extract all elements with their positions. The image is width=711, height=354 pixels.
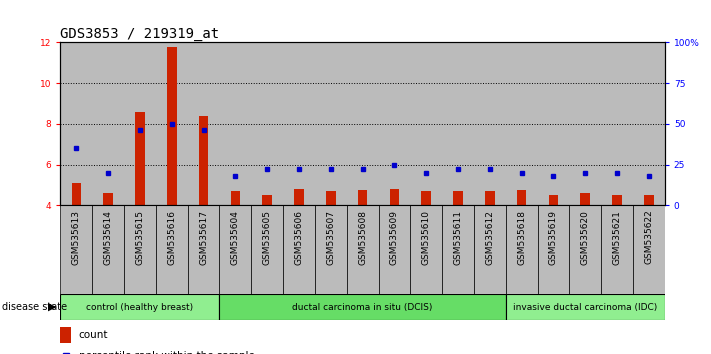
Bar [358, 190, 368, 205]
Bar [188, 42, 220, 205]
Bar [644, 195, 653, 205]
Text: control (healthy breast): control (healthy breast) [87, 303, 193, 312]
Bar [167, 47, 176, 205]
Bar [60, 42, 92, 205]
Bar [199, 116, 208, 205]
Text: GSM535604: GSM535604 [231, 210, 240, 265]
Bar [474, 205, 506, 294]
Text: GSM535612: GSM535612 [486, 210, 494, 265]
Bar [580, 193, 590, 205]
Bar [378, 42, 410, 205]
Bar [442, 42, 474, 205]
Text: disease state: disease state [2, 302, 68, 312]
Text: GSM535616: GSM535616 [167, 210, 176, 265]
Bar [506, 294, 665, 320]
Text: GSM535605: GSM535605 [262, 210, 272, 265]
Text: GSM535607: GSM535607 [326, 210, 336, 265]
Text: ductal carcinoma in situ (DCIS): ductal carcinoma in situ (DCIS) [292, 303, 433, 312]
Text: GSM535620: GSM535620 [581, 210, 589, 265]
Text: GSM535610: GSM535610 [422, 210, 431, 265]
Text: percentile rank within the sample: percentile rank within the sample [79, 351, 255, 354]
Bar [92, 205, 124, 294]
Bar [262, 195, 272, 205]
Bar [474, 42, 506, 205]
Bar [220, 42, 251, 205]
Bar [315, 42, 347, 205]
Bar [156, 205, 188, 294]
Bar [410, 42, 442, 205]
Text: GSM535611: GSM535611 [454, 210, 463, 265]
Bar [506, 205, 538, 294]
Text: GSM535619: GSM535619 [549, 210, 558, 265]
Text: GSM535606: GSM535606 [294, 210, 304, 265]
Bar [220, 205, 251, 294]
Bar [410, 205, 442, 294]
Bar [442, 205, 474, 294]
Bar [549, 195, 558, 205]
Bar [390, 189, 399, 205]
Bar [135, 112, 145, 205]
Text: GSM535618: GSM535618 [517, 210, 526, 265]
Text: GSM535614: GSM535614 [104, 210, 112, 265]
Bar [538, 205, 570, 294]
Bar [124, 205, 156, 294]
Bar [612, 195, 622, 205]
Bar [485, 191, 495, 205]
Bar [103, 193, 113, 205]
Text: ▶: ▶ [48, 302, 56, 312]
Bar [315, 205, 347, 294]
Bar [602, 42, 633, 205]
Bar [230, 191, 240, 205]
Text: GSM535622: GSM535622 [644, 210, 653, 264]
Bar [156, 42, 188, 205]
Text: GSM535617: GSM535617 [199, 210, 208, 265]
Bar [251, 205, 283, 294]
Bar [72, 183, 81, 205]
Text: GSM535621: GSM535621 [613, 210, 621, 265]
Text: GSM535615: GSM535615 [136, 210, 144, 265]
Bar [454, 191, 463, 205]
Bar [92, 42, 124, 205]
Bar [326, 191, 336, 205]
Text: GSM535613: GSM535613 [72, 210, 81, 265]
Bar [517, 190, 526, 205]
Text: GSM535608: GSM535608 [358, 210, 367, 265]
Bar [347, 205, 378, 294]
Text: count: count [79, 330, 108, 340]
Bar [294, 189, 304, 205]
Bar [633, 42, 665, 205]
Bar [188, 205, 220, 294]
Text: GSM535609: GSM535609 [390, 210, 399, 265]
Bar [633, 205, 665, 294]
Bar [251, 42, 283, 205]
Bar [570, 42, 602, 205]
Bar [283, 42, 315, 205]
Bar [124, 42, 156, 205]
Bar [60, 294, 220, 320]
Bar [602, 205, 633, 294]
Bar [378, 205, 410, 294]
Text: invasive ductal carcinoma (IDC): invasive ductal carcinoma (IDC) [513, 303, 658, 312]
Bar [538, 42, 570, 205]
Bar [506, 42, 538, 205]
Bar [60, 327, 71, 343]
Bar [220, 294, 506, 320]
Bar [570, 205, 602, 294]
Bar [422, 191, 431, 205]
Bar [60, 205, 92, 294]
Bar [347, 42, 378, 205]
Bar [283, 205, 315, 294]
Text: GDS3853 / 219319_at: GDS3853 / 219319_at [60, 28, 220, 41]
